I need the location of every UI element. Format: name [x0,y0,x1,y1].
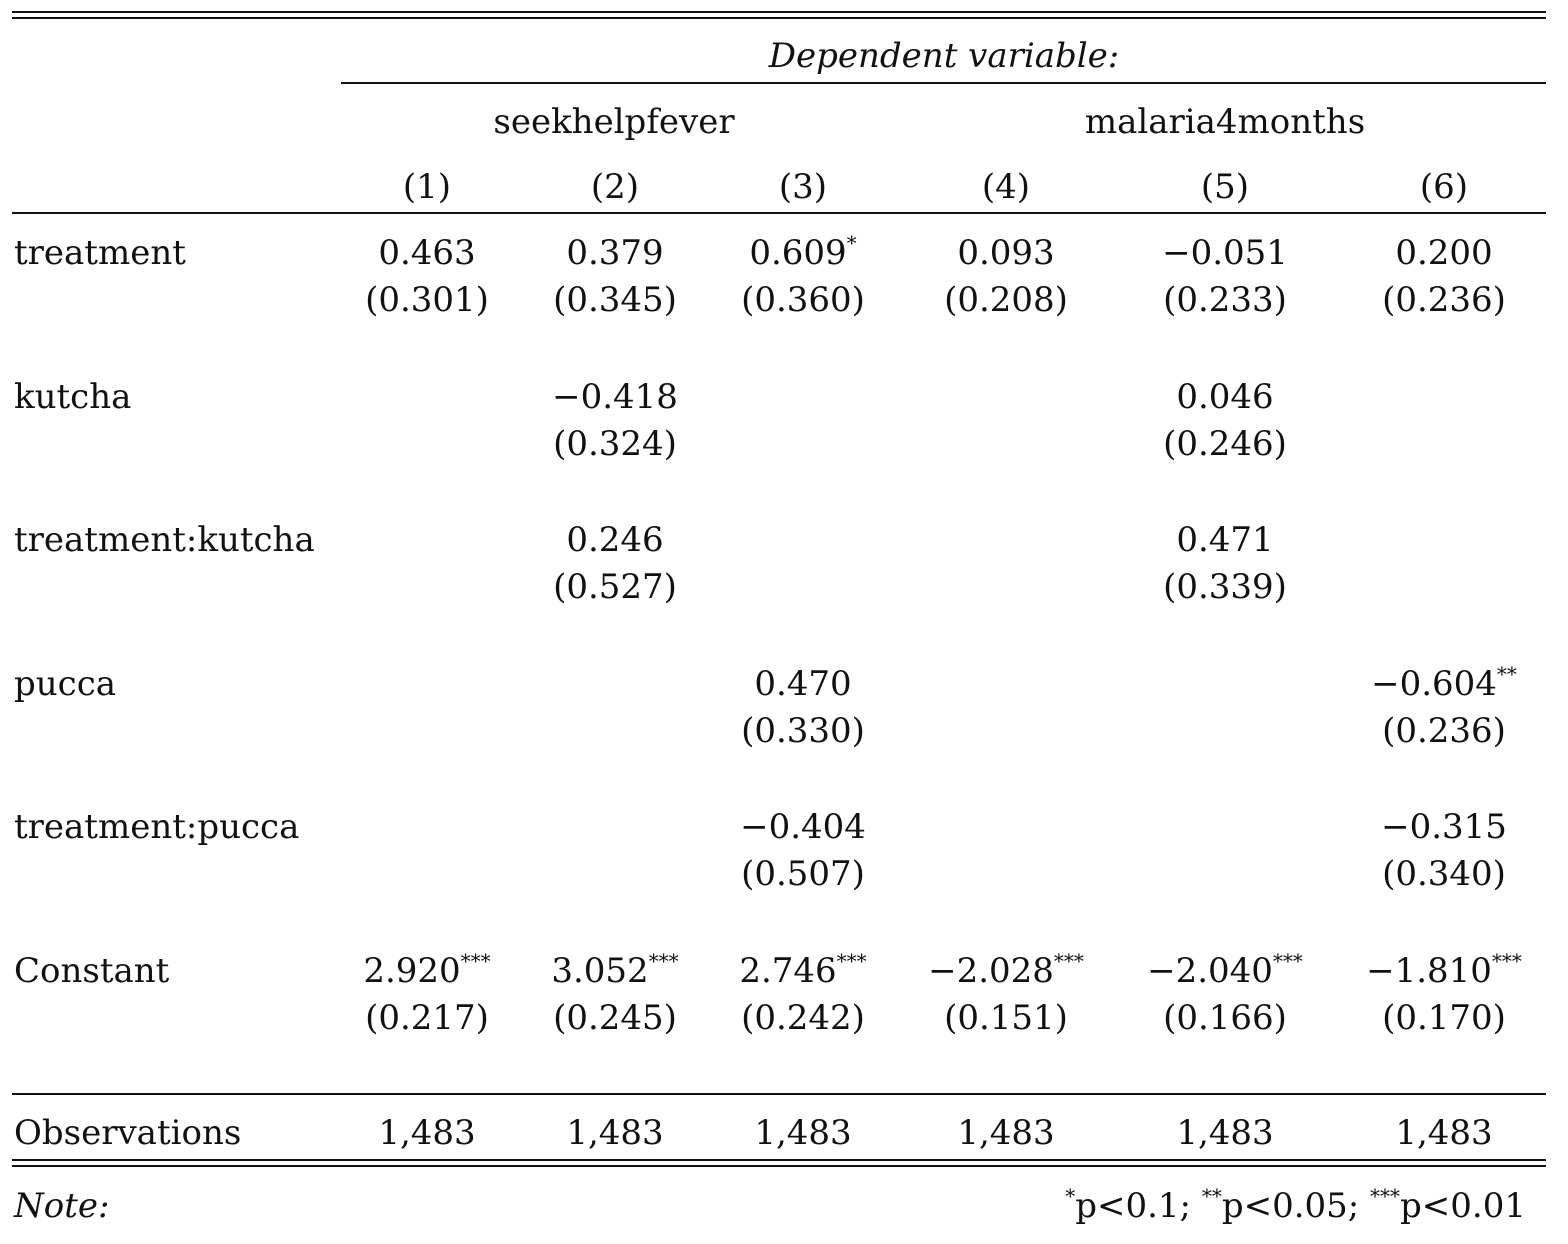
group-label-malaria4months: malaria4months [1084,102,1366,142]
standard-error: (0.527) [553,567,677,607]
observations-value: 1,483 [754,1113,852,1153]
standard-error: (0.166) [1163,998,1287,1038]
significance-stars: *** [1491,949,1522,973]
significance-stars: *** [1272,949,1303,973]
significance-stars: *** [460,949,491,973]
coefficient-estimate: 0.471 [1176,520,1274,560]
column-header-2: (2) [590,167,640,207]
standard-error: (0.151) [944,998,1068,1038]
column-header-4: (4) [981,167,1031,207]
observations-label: Observations [14,1113,242,1153]
standard-error: (0.236) [1382,711,1506,751]
standard-error: (0.217) [365,998,489,1038]
coefficient-estimate: −2.028*** [928,949,1084,991]
significance-stars: *** [836,949,867,973]
column-header-5: (5) [1200,167,1250,207]
significance-stars: ** [1496,662,1517,686]
standard-error: (0.507) [741,854,865,894]
standard-error: (0.360) [741,280,865,320]
standard-error: (0.301) [365,280,489,320]
coefficient-estimate: 0.093 [957,233,1055,273]
column-header-6: (6) [1419,167,1469,207]
standard-error: (0.245) [553,998,677,1038]
coefficient-estimate: 0.470 [754,664,852,704]
coefficient-estimate: 2.746*** [739,949,867,991]
coefficient-estimate: −1.810*** [1366,949,1522,991]
row-label: Constant [14,951,170,991]
coefficient-estimate: 0.046 [1176,377,1274,417]
coefficient-estimate: −0.418 [552,377,678,417]
standard-error: (0.242) [741,998,865,1038]
column-header-1: (1) [402,167,452,207]
row-label: kutcha [14,377,132,417]
coefficient-estimate: −0.604** [1371,662,1517,704]
coefficient-estimate: 2.920*** [363,949,491,991]
row-label: treatment:pucca [14,807,300,847]
observations-rule [12,1093,1546,1095]
coefficient-estimate: 0.246 [566,520,664,560]
coefficient-estimate: −0.315 [1381,807,1507,847]
standard-error: (0.170) [1382,998,1506,1038]
standard-error: (0.236) [1382,280,1506,320]
coefficient-estimate: 0.609* [749,231,857,273]
coefficient-estimate: −2.040*** [1147,949,1303,991]
observations-value: 1,483 [378,1113,476,1153]
header-rule [12,212,1546,214]
bottom-rule-inner [12,1165,1546,1167]
standard-error: (0.340) [1382,854,1506,894]
coefficient-estimate: 3.052*** [551,949,679,991]
dependent-variable-rule [341,82,1546,84]
standard-error: (0.208) [944,280,1068,320]
standard-error: (0.324) [553,424,677,464]
coefficient-estimate: −0.404 [740,807,866,847]
coefficient-estimate: 0.379 [566,233,664,273]
standard-error: (0.330) [741,711,865,751]
standard-error: (0.345) [553,280,677,320]
coefficient-estimate: 0.463 [378,233,476,273]
observations-value: 1,483 [957,1113,1055,1153]
significance-note: *p<0.1; **p<0.05; ***p<0.01 [1065,1184,1526,1226]
column-header-3: (3) [778,167,828,207]
row-label: treatment [14,233,186,273]
top-rule-inner [12,17,1546,19]
observations-value: 1,483 [566,1113,664,1153]
standard-error: (0.233) [1163,280,1287,320]
significance-stars: * [846,231,857,255]
row-label: treatment:kutcha [14,520,315,560]
dependent-variable-label: Dependent variable: [768,36,1120,76]
significance-stars: *** [1053,949,1084,973]
coefficient-estimate: 0.200 [1395,233,1493,273]
coefficient-estimate: −0.051 [1162,233,1288,273]
top-rule [12,11,1546,13]
standard-error: (0.246) [1163,424,1287,464]
standard-error: (0.339) [1163,567,1287,607]
group-label-seekhelpfever: seekhelpfever [493,102,735,142]
observations-value: 1,483 [1395,1113,1493,1153]
note-label: Note: [14,1186,110,1226]
significance-stars: *** [648,949,679,973]
row-label: pucca [14,664,117,704]
observations-value: 1,483 [1176,1113,1274,1153]
bottom-rule [12,1159,1546,1161]
